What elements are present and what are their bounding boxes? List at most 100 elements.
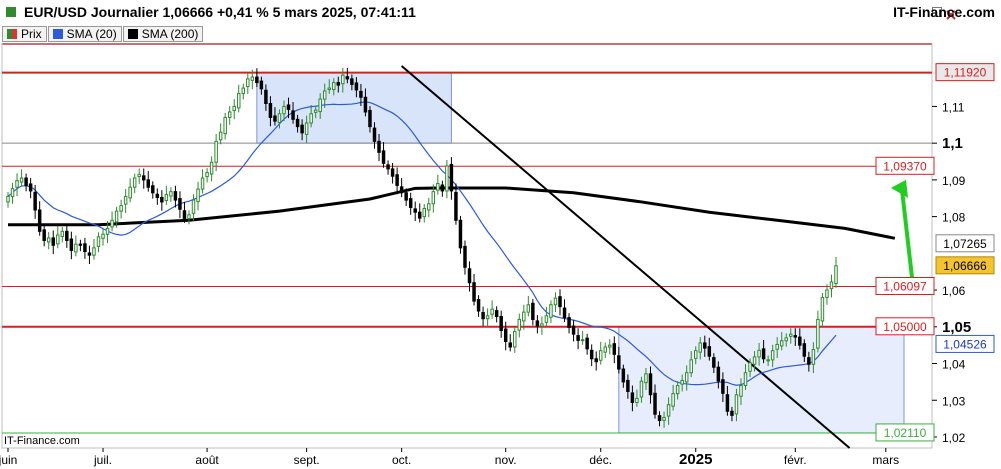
x-tick-label: nov.: [495, 453, 517, 467]
candle-body: [146, 179, 150, 188]
candle-body: [132, 177, 137, 188]
candle-body: [671, 393, 675, 407]
x-tick-label: févr.: [784, 453, 807, 467]
candle-body: [169, 191, 173, 197]
candle-body: [264, 89, 268, 104]
arrow-group: [891, 179, 915, 285]
candle-body: [698, 342, 702, 353]
candle-body: [585, 337, 589, 350]
y-tick-label: 1,06: [942, 284, 966, 298]
arrow-head: [891, 179, 908, 198]
candle-body: [359, 90, 363, 98]
candle-body: [214, 140, 218, 163]
candle-body: [164, 194, 169, 201]
candle-body: [626, 379, 630, 392]
legend-label: SMA (20): [66, 27, 117, 41]
price-swatch-icon: [7, 29, 17, 39]
candle-body: [273, 115, 277, 122]
candle-body: [608, 344, 612, 348]
level-labels: 1,11920 1,09370 1,06097 1,05000 1,02110 1,072…: [875, 63, 995, 442]
candle-body: [567, 317, 571, 329]
sma200-group: [8, 186, 896, 240]
candle-body: [372, 127, 377, 142]
x-tick-label: déc.: [589, 453, 612, 467]
candle-body: [390, 168, 395, 177]
value-tag-label: 1,06666: [943, 259, 987, 273]
candle-body: [458, 219, 463, 249]
candle-body: [341, 74, 345, 85]
candle-body: [635, 397, 639, 403]
y-tick-label: 1,09: [942, 174, 966, 188]
candle-body: [51, 237, 55, 246]
candle-body: [834, 265, 838, 284]
candle-body: [69, 238, 74, 251]
candle-body: [580, 339, 585, 342]
candle-body: [467, 268, 472, 284]
value-tag-box: [935, 234, 995, 253]
candle-body: [223, 116, 227, 135]
candle-body: [232, 105, 236, 111]
candle-body: [309, 113, 313, 124]
legend-item-sma20[interactable]: SMA (20): [47, 26, 122, 42]
maximize-icon[interactable]: [932, 7, 942, 17]
legend-item-price[interactable]: Prix: [2, 26, 47, 42]
trendline: [400, 65, 851, 449]
candle-body: [399, 186, 404, 194]
x-axis: juin juil. août sept. oct. nov. déc. 2025 févr. m…: [0, 448, 899, 468]
candle-body: [160, 197, 164, 203]
candle-body: [445, 165, 449, 192]
chart-title: EUR/USD Journalier 1,06666 +0,41 % 5 mar…: [24, 4, 416, 20]
candle-body: [282, 105, 286, 115]
candle-body: [761, 348, 766, 360]
y-tick-label: 1,05: [942, 319, 971, 336]
candle-body: [259, 80, 264, 90]
candle-body: [526, 304, 531, 313]
candle-body: [816, 318, 820, 349]
candle-body: [246, 78, 250, 88]
candle-body: [37, 209, 42, 232]
candle-body: [730, 410, 734, 416]
sma200-swatch-icon: [127, 29, 138, 39]
level-tag-label: 1,05000: [883, 320, 927, 334]
candle-body: [33, 191, 37, 211]
y-tick-label: 1,1: [942, 135, 963, 152]
candle-body: [128, 186, 132, 199]
candle-body: [775, 343, 779, 350]
candle-body: [571, 325, 576, 335]
candle-body: [576, 335, 580, 341]
candle-body: [648, 373, 653, 396]
candle-body: [56, 234, 60, 245]
close-icon[interactable]: [946, 7, 956, 20]
candle-body: [418, 211, 422, 219]
sma200-line: [8, 186, 896, 240]
arrow-shaft: [900, 189, 915, 285]
candle-body: [680, 379, 684, 385]
candle-body: [472, 282, 476, 302]
sma20-group: [7, 101, 837, 386]
candle-body: [589, 349, 594, 360]
candle-body: [332, 82, 336, 91]
candle-body: [381, 150, 386, 164]
candle-body: [802, 343, 807, 357]
range-box: [618, 326, 905, 434]
candle-body: [15, 180, 19, 188]
candle-body: [513, 331, 517, 348]
candle-body: [137, 173, 141, 178]
candle-body: [811, 349, 816, 365]
legend-item-sma200[interactable]: SMA (200): [122, 26, 204, 42]
candle-body: [644, 373, 648, 384]
candle-body: [42, 229, 46, 241]
level-tag-box: [875, 317, 935, 336]
candle-body: [689, 359, 693, 374]
candle-body: [74, 243, 78, 253]
candle-body: [110, 219, 114, 228]
candle-body: [454, 191, 458, 221]
x-tick-label: sept.: [294, 453, 320, 467]
level-tag-label: 1,09370: [883, 159, 927, 173]
candle-body: [734, 394, 739, 415]
candle-body: [725, 394, 730, 412]
candle-body: [395, 174, 399, 186]
candle-body: [182, 210, 187, 219]
value-tag-label: 1,04526: [943, 337, 987, 351]
